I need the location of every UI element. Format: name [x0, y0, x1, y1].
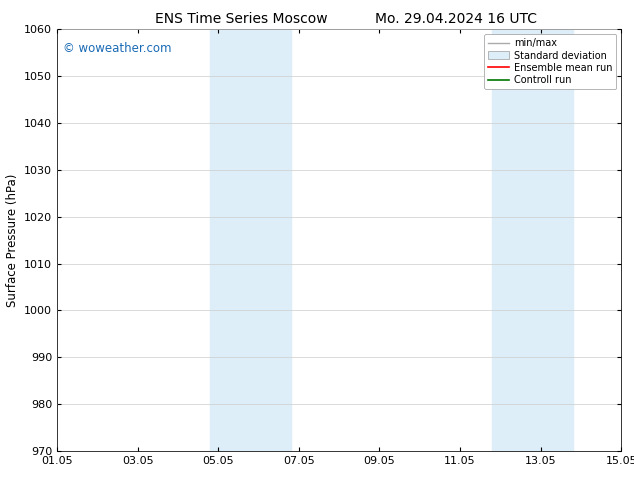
Text: ENS Time Series Moscow: ENS Time Series Moscow — [155, 12, 327, 26]
Text: Mo. 29.04.2024 16 UTC: Mo. 29.04.2024 16 UTC — [375, 12, 538, 26]
Y-axis label: Surface Pressure (hPa): Surface Pressure (hPa) — [6, 173, 18, 307]
Bar — [210, 29, 291, 451]
Bar — [493, 29, 573, 451]
Legend: min/max, Standard deviation, Ensemble mean run, Controll run: min/max, Standard deviation, Ensemble me… — [484, 34, 616, 89]
Text: © woweather.com: © woweather.com — [63, 42, 171, 55]
